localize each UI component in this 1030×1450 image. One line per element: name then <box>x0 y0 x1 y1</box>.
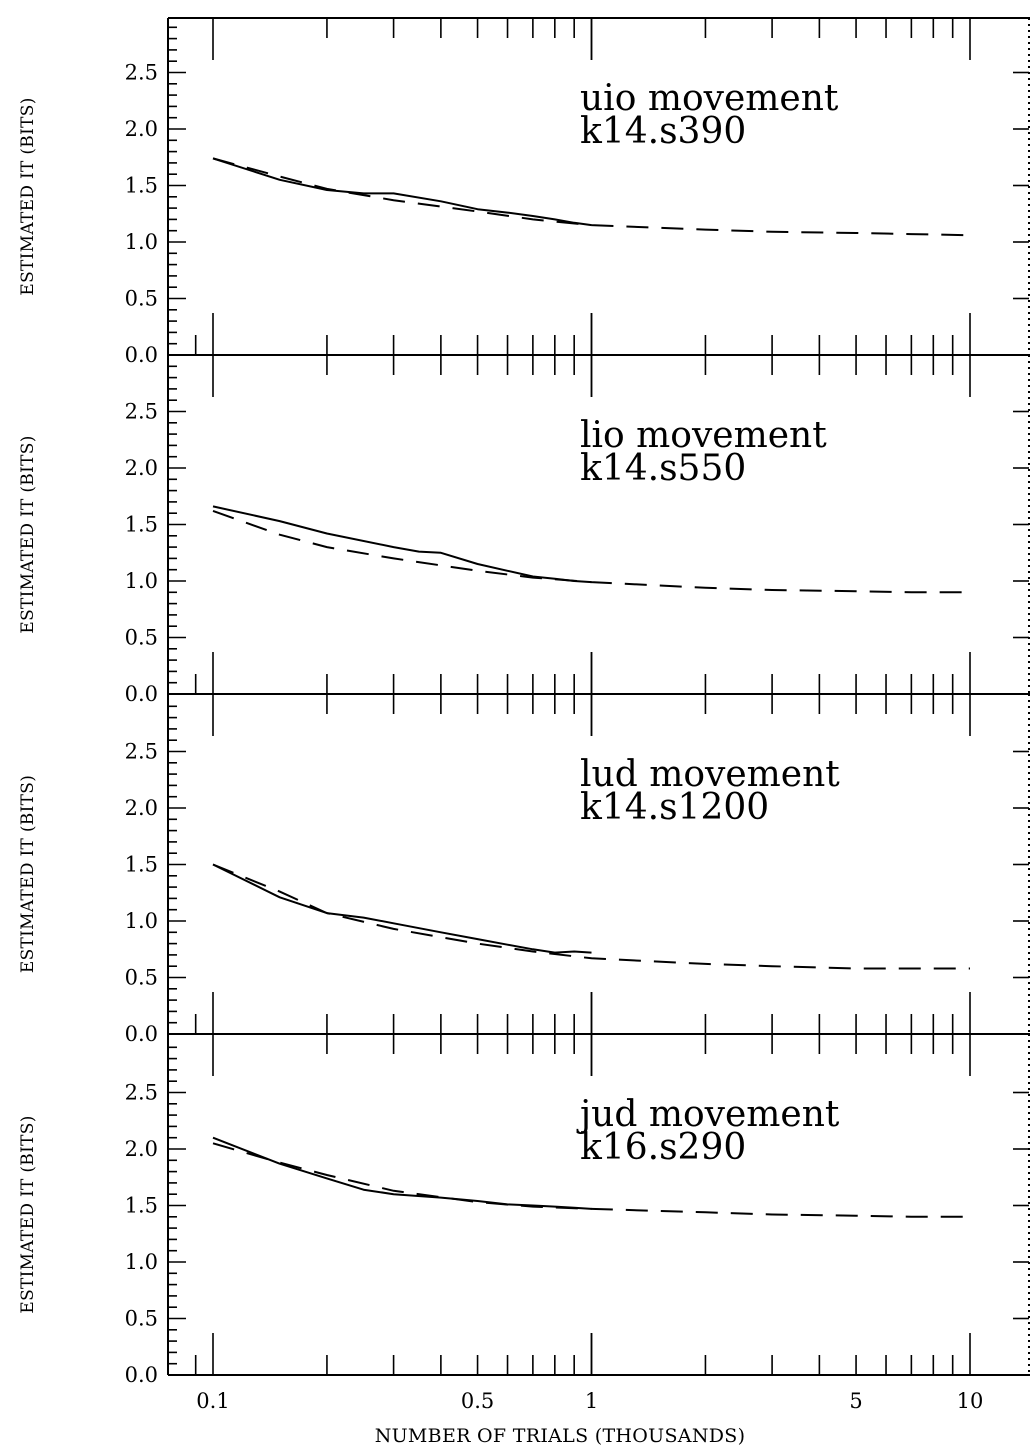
y-tick-label: 2.5 <box>125 1081 158 1105</box>
y-tick-label: 2.0 <box>125 796 158 820</box>
y-tick-label: 0.5 <box>125 626 158 650</box>
y-axis-label: ESTIMATED IT (BITS) <box>18 1115 38 1313</box>
x-tick-label: 0.5 <box>461 1389 494 1413</box>
data-curve-solid <box>212 505 592 584</box>
y-tick-label: 0.0 <box>125 682 158 706</box>
y-tick-label: 1.5 <box>125 1194 158 1218</box>
y-tick-label: 1.0 <box>125 569 158 593</box>
panel-annotation-line1: uio movement <box>580 78 839 119</box>
y-tick-label: 1.5 <box>125 513 158 537</box>
y-tick-label: 1.5 <box>125 853 158 877</box>
y-tick-label: 2.5 <box>125 740 158 764</box>
y-tick-label: 0.0 <box>125 1363 158 1387</box>
data-curve-solid <box>212 1136 592 1210</box>
y-tick-label: 2.0 <box>125 1137 158 1161</box>
y-tick-label: 1.0 <box>125 1250 158 1274</box>
fit-curve-dashed <box>212 509 970 594</box>
x-tick-label: 10 <box>957 1389 984 1413</box>
data-curve-solid <box>212 157 592 227</box>
data-curve-solid <box>212 863 592 954</box>
x-tick-label: 1 <box>585 1389 598 1413</box>
y-tick-label: 2.0 <box>125 456 158 480</box>
x-tick-label: 5 <box>849 1389 862 1413</box>
fit-curve-dashed <box>212 863 970 970</box>
y-tick-label: 2.5 <box>125 400 158 424</box>
y-tick-label: 1.5 <box>125 174 158 198</box>
y-tick-label: 2.5 <box>125 61 158 85</box>
panel-annotation-line1: jud movement <box>576 1094 840 1135</box>
y-tick-label: 0.5 <box>125 966 158 990</box>
y-tick-label: 0.0 <box>125 1022 158 1046</box>
panel-annotation-line2: k14.s390 <box>580 111 746 152</box>
panel-annotation-line2: k14.s550 <box>580 448 746 489</box>
x-tick-label: 0.1 <box>196 1389 229 1413</box>
y-axis-label: ESTIMATED IT (BITS) <box>18 775 38 973</box>
y-tick-label: 0.5 <box>125 1307 158 1331</box>
y-axis-label: ESTIMATED IT (BITS) <box>18 435 38 633</box>
y-tick-label: 2.0 <box>125 117 158 141</box>
panel-annotation-line2: k16.s290 <box>580 1127 746 1168</box>
y-tick-label: 0.5 <box>125 287 158 311</box>
fit-curve-dashed <box>212 157 971 237</box>
panel-annotation-line1: lud movement <box>580 754 840 795</box>
y-tick-label: 1.0 <box>125 230 158 254</box>
panel-annotation-line1: lio movement <box>580 415 827 456</box>
y-tick-label: 1.0 <box>125 909 158 933</box>
x-axis-label: NUMBER OF TRIALS (THOUSANDS) <box>375 1425 746 1447</box>
y-tick-label: 0.0 <box>125 343 158 367</box>
panel-annotation-line2: k14.s1200 <box>580 787 769 828</box>
y-axis-label: ESTIMATED IT (BITS) <box>18 97 38 295</box>
